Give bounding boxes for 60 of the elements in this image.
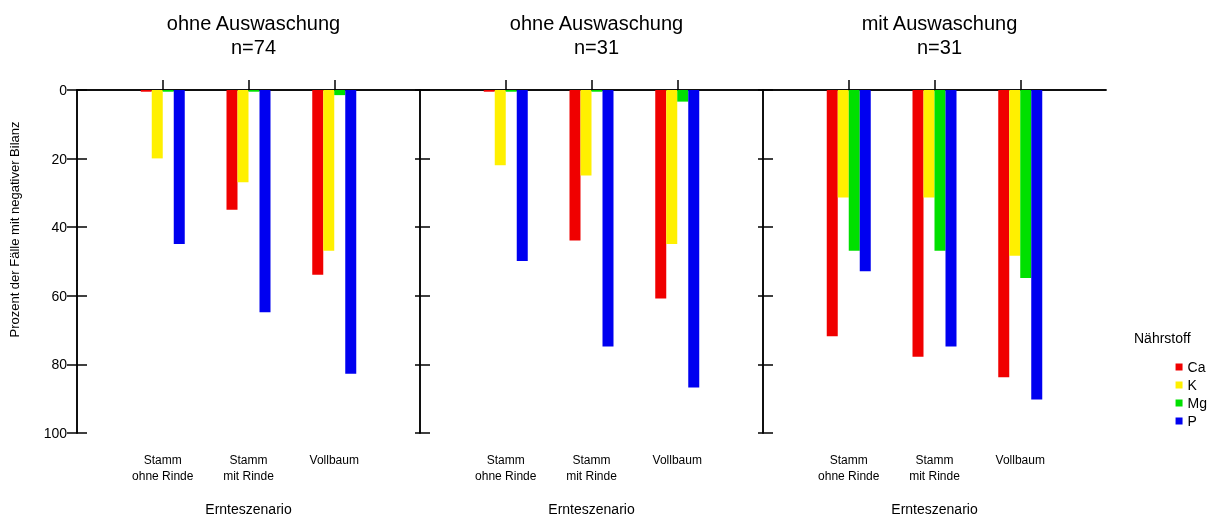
x-tick-label: Stamm mit Rinde bbox=[566, 453, 618, 483]
bar bbox=[345, 90, 357, 374]
bar bbox=[998, 90, 1010, 378]
x-tick-label: Vollbaum bbox=[309, 453, 359, 467]
bar bbox=[569, 90, 581, 241]
bar bbox=[677, 90, 689, 102]
x-tick-label: Stamm ohne Rinde bbox=[818, 453, 880, 483]
bar bbox=[688, 90, 700, 388]
bar bbox=[312, 90, 324, 275]
y-tick-label: 40 bbox=[51, 219, 68, 236]
bar bbox=[259, 90, 271, 313]
bar bbox=[1020, 90, 1032, 279]
bar bbox=[848, 90, 860, 251]
y-tick-label: 80 bbox=[51, 356, 68, 373]
bar bbox=[237, 90, 249, 183]
x-tick-label: Vollbaum bbox=[652, 453, 702, 467]
bar bbox=[334, 90, 346, 96]
x-axis-title: Ernteszenario bbox=[205, 501, 292, 517]
bar bbox=[837, 90, 849, 198]
bar bbox=[580, 90, 592, 176]
chart-title: mit Auswaschung bbox=[861, 12, 1018, 34]
bar bbox=[859, 90, 871, 272]
bar bbox=[655, 90, 667, 299]
bar bbox=[923, 90, 935, 198]
bar bbox=[934, 90, 946, 251]
x-tick-label: Stamm mit Rinde bbox=[223, 453, 275, 483]
bar bbox=[151, 90, 163, 159]
chart-title: ohne Auswaschung bbox=[509, 12, 684, 34]
x-axis-title: Ernteszenario bbox=[548, 501, 635, 517]
legend-title: Nährstoff bbox=[1134, 330, 1191, 346]
legend-label: Ca bbox=[1187, 359, 1206, 375]
x-tick-label: Vollbaum bbox=[995, 453, 1045, 467]
y-tick-label: 60 bbox=[51, 287, 68, 304]
x-tick-label: Stamm mit Rinde bbox=[909, 453, 961, 483]
bar bbox=[1031, 90, 1043, 400]
bar bbox=[173, 90, 185, 244]
chart-title: ohne Auswaschung bbox=[166, 12, 341, 34]
bar bbox=[945, 90, 957, 347]
bar bbox=[602, 90, 614, 347]
y-tick-label: 0 bbox=[59, 82, 68, 98]
x-axis-title: Ernteszenario bbox=[891, 501, 978, 517]
x-tick-label: Stamm ohne Rinde bbox=[475, 453, 537, 483]
chart-subtitle: n=31 bbox=[916, 36, 963, 58]
legend-label: K bbox=[1187, 377, 1198, 393]
bar bbox=[912, 90, 924, 357]
y-axis-title: Prozent der Fälle mit negativer Bilanz bbox=[7, 121, 22, 338]
x-tick-label: Stamm ohne Rinde bbox=[132, 453, 194, 483]
legend-label: P bbox=[1187, 413, 1197, 429]
bar bbox=[826, 90, 838, 337]
bar bbox=[226, 90, 238, 210]
legend-label: Mg bbox=[1187, 395, 1207, 411]
bar bbox=[494, 90, 506, 166]
chart-subtitle: n=31 bbox=[573, 36, 620, 58]
bar bbox=[1009, 90, 1021, 256]
y-tick-label: 100 bbox=[43, 425, 68, 441]
bar bbox=[666, 90, 678, 244]
bar bbox=[516, 90, 528, 261]
bar bbox=[323, 90, 335, 251]
y-tick-label: 20 bbox=[51, 150, 68, 167]
chart-subtitle: n=74 bbox=[230, 36, 277, 58]
